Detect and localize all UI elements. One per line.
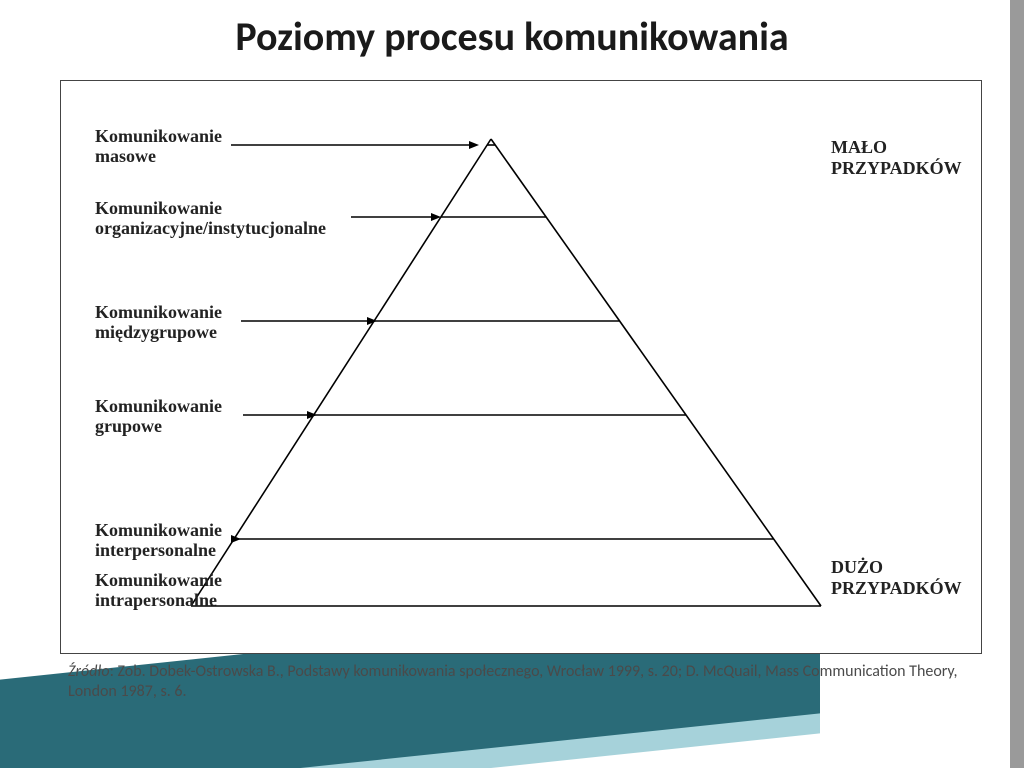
diagram-frame: Komunikowanie masowe Komunikowanie organi… <box>60 80 982 654</box>
slide: Poziomy procesu komunikowania Komunikowa… <box>0 0 1024 768</box>
right-edge-shadow <box>1010 0 1024 768</box>
level-label-3: Komunikowanie grupowe <box>95 397 222 437</box>
page-title: Poziomy procesu komunikowania <box>0 12 1024 61</box>
source-citation: Źródło: Zob. Dobek-Ostrowska B., Podstaw… <box>68 662 968 702</box>
source-text: : Zob. Dobek-Ostrowska B., Podstawy komu… <box>68 662 958 701</box>
level-label-4: Komunikowanie interpersonalne <box>95 521 222 561</box>
side-label-bottom: DUŻO PRZYPADKÓW <box>831 557 962 598</box>
source-label: Źródło <box>68 662 110 681</box>
level-label-1: Komunikowanie organizacyjne/instytucjona… <box>95 199 326 239</box>
side-label-top: MAŁO PRZYPADKÓW <box>831 137 962 178</box>
level-label-0: Komunikowanie masowe <box>95 127 222 167</box>
level-label-2: Komunikowanie międzygrupowe <box>95 303 222 343</box>
level-label-5: Komunikowanie intrapersonalne <box>95 571 222 611</box>
